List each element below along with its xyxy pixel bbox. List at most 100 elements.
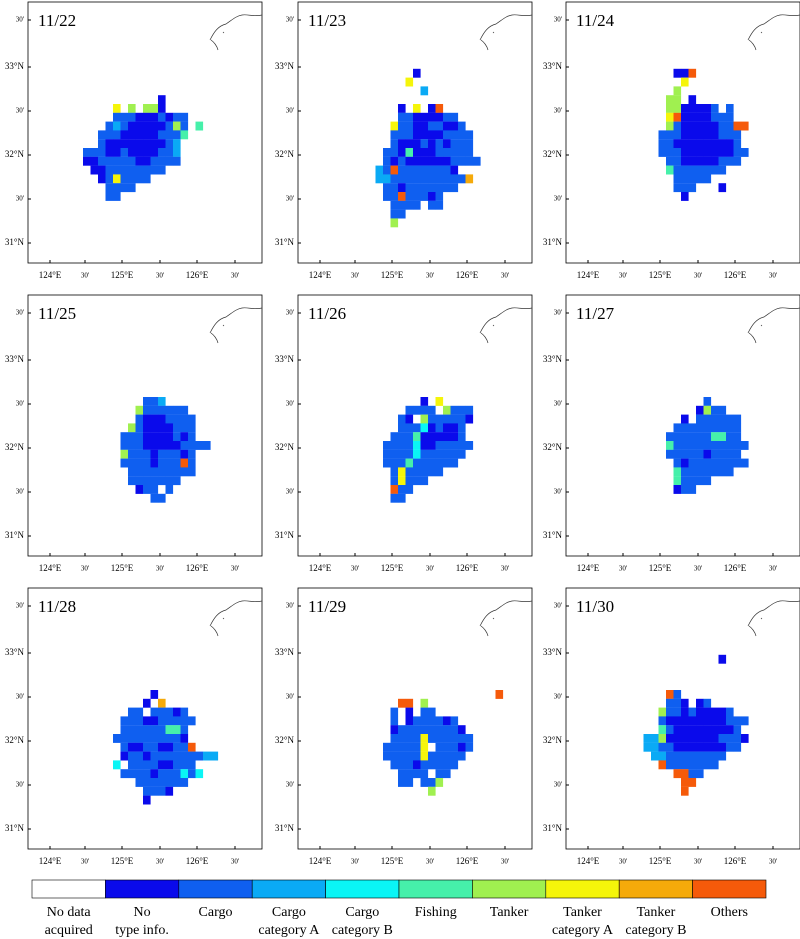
grid-cell — [105, 174, 114, 184]
lat-label: 31°N — [275, 530, 295, 540]
grid-cell — [398, 174, 406, 184]
grid-cell — [450, 432, 459, 442]
grid-cell — [658, 751, 667, 761]
grid-cell — [681, 165, 689, 175]
grid-cell — [143, 112, 151, 122]
grid-cell — [733, 432, 742, 442]
grid-cell — [741, 734, 749, 743]
grid-cell — [405, 405, 414, 415]
grid-cell — [450, 441, 459, 450]
lon-label: 124°E — [309, 270, 332, 280]
grid-cell — [390, 174, 399, 184]
grid-cell — [143, 786, 151, 796]
lon-label: 125°E — [111, 856, 134, 866]
grid-cell — [143, 397, 151, 406]
lon-label: 126°E — [186, 270, 209, 280]
grid-cell — [390, 449, 399, 459]
grid-cell — [681, 77, 689, 87]
grid-cell — [703, 139, 712, 149]
grid-cell — [150, 458, 159, 468]
grid-cell — [128, 449, 136, 459]
coastline — [479, 14, 533, 51]
grid-cell — [420, 174, 429, 184]
grid-cell — [390, 493, 399, 503]
lon-label: 30' — [351, 858, 359, 866]
grid-cell — [390, 476, 399, 486]
grid-cell — [443, 121, 451, 131]
grid-cell — [733, 441, 742, 450]
grid-cell — [428, 734, 436, 743]
grid-cell — [666, 121, 674, 131]
map-panel: 11/30 30' 33°N 30' 32°N 30' 31°N 124°E 30' 125°E 3… — [543, 587, 800, 866]
grid-cell — [105, 139, 114, 149]
grid-cell — [420, 112, 429, 122]
grid-cell — [165, 725, 174, 735]
grid-cell — [413, 130, 421, 140]
grid-cell — [428, 423, 436, 433]
grid-cell — [143, 734, 151, 743]
grid-cell — [128, 725, 136, 735]
grid-cell — [733, 121, 742, 131]
grid-cell — [465, 414, 474, 424]
grid-cell — [150, 707, 159, 717]
grid-cell — [105, 148, 114, 157]
grid-cell — [150, 690, 159, 699]
grid-cell — [398, 778, 406, 787]
grid-cell — [398, 130, 406, 140]
grid-cell — [450, 414, 459, 424]
grid-cell — [135, 467, 144, 477]
date-label: 11/23 — [308, 11, 346, 30]
grid-cell — [165, 112, 174, 122]
grid-cell — [143, 769, 151, 779]
grid-cell — [150, 778, 159, 787]
grid-cell — [398, 112, 406, 122]
grid-cell — [150, 414, 159, 424]
lat-label: 30' — [554, 693, 562, 701]
grid-cell — [158, 112, 166, 122]
grid-cell — [658, 725, 667, 735]
grid-cell — [165, 139, 174, 149]
grid-cell — [165, 458, 174, 468]
grid-cell — [90, 165, 99, 175]
grid-cell — [435, 174, 444, 184]
grid-cell — [390, 725, 399, 735]
grid-cell — [150, 112, 159, 122]
grid-cell — [428, 441, 436, 450]
lat-label: 33°N — [5, 61, 25, 71]
grid-cell — [390, 165, 399, 175]
grid-cell — [413, 742, 421, 752]
grid-cell — [150, 734, 159, 743]
grid-cell — [128, 476, 136, 486]
legend-swatch — [325, 879, 400, 899]
grid-cell — [143, 121, 151, 131]
grid-cell — [180, 112, 189, 122]
grid-cell — [105, 121, 114, 131]
grid-cell — [135, 449, 144, 459]
grid-cell — [435, 449, 444, 459]
grid-cell — [398, 493, 406, 503]
grid-cell — [135, 405, 144, 415]
grid-cell — [726, 121, 734, 131]
grid-cell — [733, 156, 742, 166]
grid-cell — [390, 139, 399, 149]
grid-cell — [113, 165, 121, 175]
grid-cell — [420, 707, 429, 717]
grid-cell — [120, 716, 129, 726]
grid-cell — [203, 441, 211, 450]
grid-cell — [383, 742, 391, 752]
grid-cell — [98, 148, 106, 157]
grid-cell — [390, 742, 399, 752]
grid-cell — [443, 139, 451, 149]
grid-cell — [428, 405, 436, 415]
grid-cell — [658, 139, 667, 149]
lat-label: 30' — [16, 400, 24, 408]
grid-cell — [143, 458, 151, 468]
grid-cell — [711, 423, 719, 433]
grid-cell — [673, 68, 682, 78]
grid-cell — [450, 156, 459, 166]
lon-label: 30' — [694, 565, 702, 573]
date-label: 11/30 — [576, 597, 614, 616]
grid-cell — [696, 112, 704, 122]
grid-cell — [428, 414, 436, 424]
grid-cell — [405, 174, 414, 184]
